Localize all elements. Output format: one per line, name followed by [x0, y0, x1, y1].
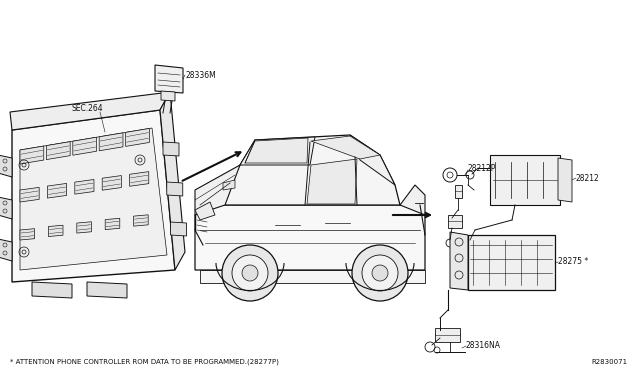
Polygon shape [73, 137, 97, 155]
Polygon shape [134, 215, 148, 226]
Polygon shape [170, 222, 186, 236]
Polygon shape [155, 65, 183, 93]
Polygon shape [0, 197, 12, 219]
Circle shape [232, 255, 268, 291]
Polygon shape [161, 91, 175, 101]
Polygon shape [240, 137, 315, 165]
Polygon shape [20, 229, 35, 240]
Text: 28275 *: 28275 * [558, 257, 588, 266]
Polygon shape [311, 136, 380, 159]
Polygon shape [77, 222, 92, 233]
Polygon shape [167, 182, 183, 196]
Text: 28316NA: 28316NA [466, 341, 501, 350]
Polygon shape [20, 128, 167, 270]
Text: R2830071: R2830071 [592, 359, 628, 365]
Polygon shape [195, 165, 240, 215]
Polygon shape [223, 180, 235, 190]
Polygon shape [448, 215, 462, 228]
Polygon shape [47, 142, 70, 160]
Polygon shape [20, 146, 44, 164]
Circle shape [222, 245, 278, 301]
Polygon shape [32, 282, 72, 298]
Circle shape [352, 245, 408, 301]
Polygon shape [102, 176, 122, 190]
Polygon shape [49, 225, 63, 237]
Text: 28212: 28212 [576, 173, 600, 183]
Polygon shape [558, 158, 572, 202]
Polygon shape [47, 183, 67, 198]
Polygon shape [455, 185, 462, 198]
Polygon shape [105, 218, 120, 230]
Polygon shape [163, 142, 179, 156]
Polygon shape [195, 202, 215, 220]
Text: 28212P: 28212P [468, 164, 497, 173]
Polygon shape [125, 128, 149, 147]
Polygon shape [99, 133, 123, 151]
Polygon shape [130, 171, 148, 186]
Polygon shape [350, 135, 395, 185]
Circle shape [362, 255, 398, 291]
Polygon shape [12, 110, 175, 282]
Polygon shape [450, 232, 468, 290]
Polygon shape [225, 135, 400, 205]
Circle shape [242, 265, 258, 281]
Polygon shape [87, 282, 127, 298]
Polygon shape [10, 92, 170, 130]
Polygon shape [435, 328, 460, 342]
Circle shape [372, 265, 388, 281]
Polygon shape [245, 138, 308, 163]
Polygon shape [0, 239, 12, 261]
Polygon shape [160, 92, 185, 270]
Text: 28336M: 28336M [185, 71, 216, 80]
Polygon shape [20, 187, 39, 202]
Polygon shape [307, 159, 357, 204]
Polygon shape [400, 185, 425, 215]
Polygon shape [468, 235, 555, 290]
Polygon shape [195, 205, 425, 270]
Polygon shape [200, 270, 425, 283]
Text: SEC.264: SEC.264 [72, 103, 104, 112]
Text: * ATTENTION PHONE CONTROLLER ROM DATA TO BE PROGRAMMED.(28277P): * ATTENTION PHONE CONTROLLER ROM DATA TO… [10, 359, 279, 365]
Polygon shape [490, 155, 560, 205]
Polygon shape [0, 155, 12, 177]
Polygon shape [75, 180, 94, 194]
